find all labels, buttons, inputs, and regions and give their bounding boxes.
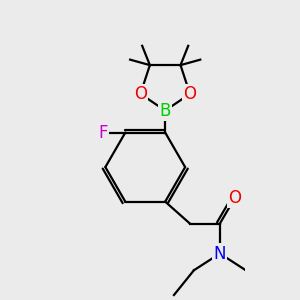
Text: B: B bbox=[160, 102, 171, 120]
Text: F: F bbox=[99, 124, 108, 142]
Text: O: O bbox=[134, 85, 147, 103]
Text: N: N bbox=[214, 244, 226, 262]
Text: O: O bbox=[183, 85, 196, 103]
Text: O: O bbox=[229, 189, 242, 207]
